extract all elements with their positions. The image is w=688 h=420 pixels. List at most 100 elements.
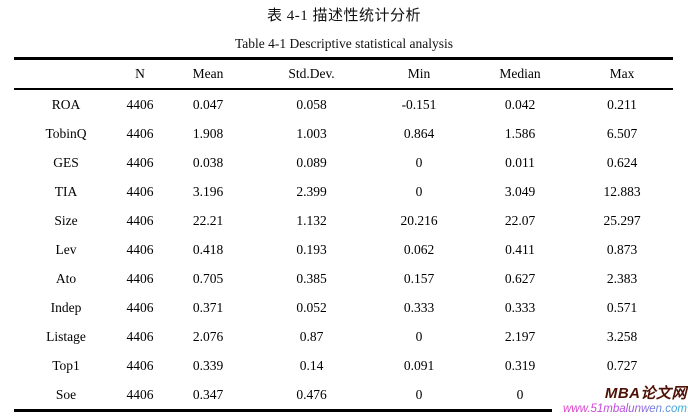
- row-label: TIA: [54, 183, 78, 199]
- cell-median: 0.042: [504, 96, 536, 112]
- cell-median: 3.049: [504, 183, 536, 199]
- table-row-lev: Lev 4406 0.418 0.193 0.062 0.411 0.873: [14, 235, 673, 264]
- row-label: Lev: [55, 241, 77, 257]
- cell-median: 0.319: [504, 357, 536, 373]
- cell-std: 0.385: [296, 270, 327, 286]
- cell-min: 0: [415, 328, 423, 344]
- cell-max: 0.624: [606, 154, 638, 170]
- col-header-max: Max: [571, 58, 673, 90]
- cell-mean: 0.339: [192, 357, 224, 373]
- col-header-stddev: Std.Dev.: [254, 58, 369, 90]
- cell-std: 0.14: [299, 357, 324, 373]
- descriptive-statistics-table: N Mean Std.Dev. Min Median Max ROA 4406 …: [14, 57, 673, 412]
- header-row: N Mean Std.Dev. Min Median Max: [14, 58, 673, 90]
- watermark-url-text: www.51mbalunwen.com: [552, 403, 687, 416]
- cell-max: 0.211: [607, 96, 637, 112]
- cell-min: 0.062: [403, 241, 435, 257]
- table-row-size: Size 4406 22.21 1.132 20.216 22.07 25.29…: [14, 206, 673, 235]
- table-row-soe: Soe 4406 0.347 0.476 0 0: [14, 380, 673, 411]
- table-row-tobinq: TobinQ 4406 1.908 1.003 0.864 1.586 6.50…: [14, 119, 673, 148]
- cell-std: 1.003: [296, 125, 327, 141]
- cell-median: 0.333: [504, 299, 536, 315]
- table-row-roa: ROA 4406 0.047 0.058 -0.151 0.042 0.211: [14, 89, 673, 119]
- table-row-ges: GES 4406 0.038 0.089 0 0.011 0.624: [14, 148, 673, 177]
- table-row-indep: Indep 4406 0.371 0.052 0.333 0.333 0.571: [14, 293, 673, 322]
- cell-median: 22.07: [504, 212, 536, 228]
- cell-n: 4406: [126, 125, 154, 141]
- row-label: GES: [53, 154, 79, 170]
- cell-n: 4406: [126, 270, 154, 286]
- row-label: Soe: [55, 386, 77, 402]
- watermark-brand-text: MBA论文网: [604, 385, 687, 402]
- cell-max: 0.571: [606, 299, 638, 315]
- cell-mean: 0.038: [192, 154, 224, 170]
- row-label: Top1: [52, 357, 80, 373]
- cell-median: 0.627: [504, 270, 536, 286]
- cell-max: 3.258: [606, 328, 638, 344]
- table-row-ato: Ato 4406 0.705 0.385 0.157 0.627 2.383: [14, 264, 673, 293]
- row-label: Ato: [55, 270, 77, 286]
- cell-n: 4406: [126, 357, 154, 373]
- row-label: TobinQ: [45, 125, 87, 141]
- cell-min: 0: [415, 386, 423, 402]
- cell-max: 2.383: [606, 270, 638, 286]
- cell-std: 0.476: [296, 386, 327, 402]
- cell-std: 0.193: [296, 241, 327, 257]
- cell-n: 4406: [126, 154, 154, 170]
- cell-mean: 0.347: [192, 386, 224, 402]
- cell-std: 1.132: [296, 212, 327, 228]
- cell-median: 0: [516, 386, 524, 402]
- cell-min: 0.157: [403, 270, 435, 286]
- row-label: Indep: [50, 299, 82, 315]
- cell-mean: 2.076: [192, 328, 224, 344]
- cell-max: 25.297: [603, 212, 641, 228]
- cell-std: 0.089: [296, 154, 327, 170]
- cell-mean: 0.371: [192, 299, 224, 315]
- watermark: MBA论文网 www.51mbalunwen.com: [552, 384, 688, 420]
- col-header-variable: [14, 58, 118, 90]
- cell-median: 0.011: [505, 154, 535, 170]
- row-label: ROA: [51, 96, 81, 112]
- cell-min: 0.333: [403, 299, 435, 315]
- cell-max: 12.883: [603, 183, 641, 199]
- cell-n: 4406: [126, 183, 154, 199]
- table-title-chinese: 表 4-1 描述性统计分析: [267, 8, 421, 24]
- cell-mean: 3.196: [192, 183, 224, 199]
- col-header-min: Min: [369, 58, 469, 90]
- cell-min: -0.151: [401, 96, 437, 112]
- cell-n: 4406: [126, 212, 154, 228]
- table-title-english: Table 4-1 Descriptive statistical analys…: [235, 36, 453, 51]
- cell-median: 0.411: [505, 241, 535, 257]
- col-header-median: Median: [469, 58, 571, 90]
- cell-n: 4406: [126, 386, 154, 402]
- table-row-tia: TIA 4406 3.196 2.399 0 3.049 12.883: [14, 177, 673, 206]
- cell-mean: 22.21: [192, 212, 224, 228]
- cell-min: 0.864: [403, 125, 435, 141]
- cell-mean: 0.705: [192, 270, 224, 286]
- table-row-top1: Top1 4406 0.339 0.14 0.091 0.319 0.727: [14, 351, 673, 380]
- cell-max: 0.873: [606, 241, 638, 257]
- cell-min: 0.091: [403, 357, 435, 373]
- cell-std: 0.052: [296, 299, 327, 315]
- cell-max: 6.507: [606, 125, 638, 141]
- row-label: Size: [54, 212, 78, 228]
- cell-mean: 0.047: [192, 96, 224, 112]
- cell-median: 2.197: [504, 328, 536, 344]
- cell-mean: 0.418: [192, 241, 224, 257]
- cell-n: 4406: [126, 241, 154, 257]
- cell-n: 4406: [126, 328, 154, 344]
- cell-min: 20.216: [400, 212, 438, 228]
- cell-min: 0: [415, 154, 423, 170]
- cell-std: 0.87: [299, 328, 324, 344]
- row-label: Listage: [46, 328, 86, 344]
- cell-std: 0.058: [296, 96, 327, 112]
- cell-n: 4406: [126, 96, 154, 112]
- cell-min: 0: [415, 183, 423, 199]
- table-row-listage: Listage 4406 2.076 0.87 0 2.197 3.258: [14, 322, 673, 351]
- cell-mean: 1.908: [192, 125, 224, 141]
- cell-n: 4406: [126, 299, 154, 315]
- col-header-mean: Mean: [162, 58, 254, 90]
- cell-max: 0.727: [606, 357, 638, 373]
- cell-median: 1.586: [504, 125, 536, 141]
- col-header-n: N: [118, 58, 162, 90]
